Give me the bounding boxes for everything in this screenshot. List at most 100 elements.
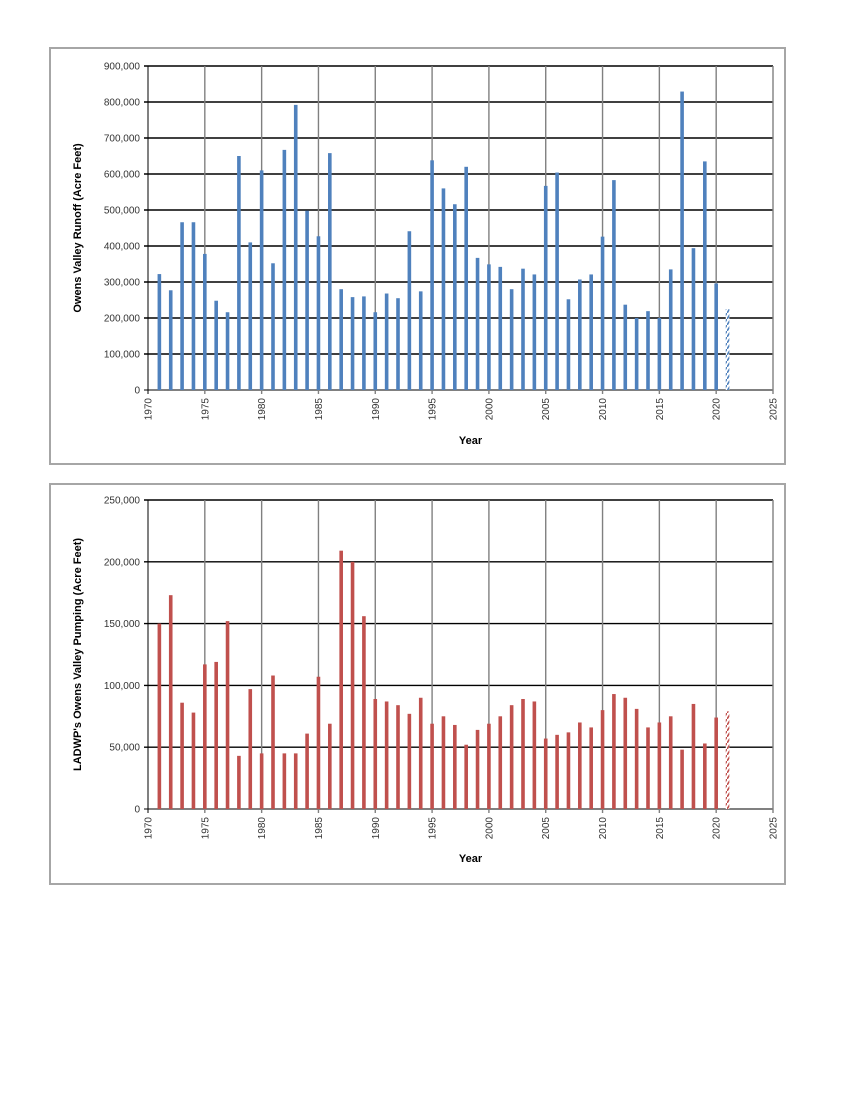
runoff-bar [600, 236, 605, 390]
runoff-bar [589, 274, 593, 390]
pumping-bar [396, 705, 400, 809]
pumping-bar [214, 661, 218, 809]
runoff-x-tick-label: 1980 [257, 398, 268, 421]
runoff-bar [248, 242, 253, 390]
runoff-x-tick-label: 2020 [712, 398, 723, 421]
runoff-bar [657, 318, 662, 390]
runoff-bar [373, 312, 378, 390]
pumping-bar [293, 753, 298, 809]
runoff-bar [634, 318, 639, 390]
runoff-bar [578, 279, 582, 390]
pumping-x-tick-label: 2005 [541, 817, 552, 840]
runoff-bar [305, 210, 309, 390]
runoff-bar [259, 170, 264, 390]
runoff-bar [509, 289, 514, 390]
pumping-bar [316, 676, 321, 809]
pumping-bar [418, 697, 423, 809]
pumping-bar [384, 701, 389, 809]
pumping-x-tick-label: 1990 [371, 817, 382, 840]
pumping-bar [714, 717, 718, 809]
runoff-bar [350, 297, 355, 390]
pumping-bar [248, 689, 253, 809]
runoff-bar [339, 289, 343, 390]
runoff-bar [543, 185, 548, 390]
pumping-bar [646, 727, 650, 809]
pumping-x-axis-title: Year [459, 853, 483, 865]
pumping-bar [657, 722, 662, 809]
pumping-bars [157, 550, 730, 809]
runoff-bar [282, 149, 287, 390]
runoff-y-tick-label: 400,000 [104, 242, 141, 253]
runoff-x-axis-title: Year [459, 435, 483, 447]
pumping-projected-bar [725, 711, 730, 809]
pumping-bar [225, 621, 230, 809]
runoff-y-tick-label: 600,000 [104, 170, 141, 181]
pumping-y-tick-label: 0 [134, 805, 140, 816]
runoff-bar [407, 231, 412, 390]
runoff-y-tick-label: 0 [134, 386, 140, 397]
runoff-bar [498, 266, 503, 390]
runoff-tick-labels: 0 100,000 200,000 300,000 400,000 500,000 600,… [104, 62, 780, 421]
runoff-y-tick-label: 200,000 [104, 314, 141, 325]
runoff-bar [237, 156, 241, 390]
runoff-bar [180, 222, 184, 390]
runoff-bar [384, 293, 389, 390]
runoff-bar [453, 204, 457, 390]
pumping-x-tick-label: 1980 [257, 817, 268, 840]
pumping-y-axis-title: LADWP's Owens Valley Pumping (Acre Feet) [72, 538, 84, 771]
runoff-y-tick-label: 900,000 [104, 62, 141, 73]
runoff-bar [396, 298, 400, 390]
runoff-x-tick-label: 1975 [200, 398, 211, 421]
runoff-y-axis-title: Owens Valley Runoff (Acre Feet) [72, 143, 84, 313]
pumping-bar [305, 733, 309, 809]
pumping-bar [634, 708, 639, 809]
pumping-bar [237, 755, 241, 809]
pumping-bar [373, 698, 378, 809]
pumping-bar [555, 734, 559, 809]
pumping-bar [157, 623, 162, 809]
runoff-bar [157, 274, 162, 390]
runoff-bar [316, 236, 321, 390]
runoff-y-tick-label: 800,000 [104, 98, 141, 109]
pumping-bar [259, 753, 264, 809]
runoff-bar [532, 274, 537, 390]
runoff-bar [646, 311, 650, 390]
pumping-bar [612, 694, 616, 809]
pumping-y-tick-label: 150,000 [104, 619, 141, 630]
pumping-x-tick-label: 2000 [484, 817, 495, 840]
runoff-x-tick-label: 2010 [598, 398, 609, 421]
pumping-bar [441, 716, 446, 809]
pumping-bar [430, 723, 434, 809]
runoff-y-tick-label: 300,000 [104, 278, 141, 289]
pumping-bar [578, 722, 582, 809]
pumping-bar [487, 723, 491, 809]
pumping-tick-labels: 0 50,000 100,000 150,000 200,000 250,000 1970 1… [104, 496, 780, 840]
runoff-y-tick-label: 100,000 [104, 350, 141, 361]
pumping-bar [475, 729, 480, 809]
pumping-x-tick-label: 1985 [314, 817, 325, 840]
runoff-bar [612, 180, 616, 390]
pumping-chart: 0 50,000 100,000 150,000 200,000 250,000 1970 1… [72, 496, 780, 866]
pumping-bar [589, 727, 593, 809]
pumping-y-tick-label: 100,000 [104, 681, 141, 692]
pumping-x-tick-label: 2015 [655, 817, 666, 840]
runoff-bar [430, 160, 434, 390]
runoff-bar [203, 253, 207, 390]
pumping-bar [168, 595, 173, 809]
pumping-bar [328, 723, 332, 809]
runoff-x-tick-label: 2000 [484, 398, 495, 421]
runoff-x-tick-label: 2025 [769, 398, 780, 421]
runoff-x-tick-label: 1970 [144, 398, 155, 421]
runoff-bar [475, 257, 480, 390]
pumping-bar [521, 698, 525, 809]
pumping-y-tick-label: 250,000 [104, 496, 141, 507]
runoff-x-tick-label: 1990 [371, 398, 382, 421]
runoff-bar [168, 290, 173, 390]
pumping-bar [680, 749, 684, 809]
pumping-bar [668, 716, 673, 809]
pumping-x-tick-label: 1975 [200, 817, 211, 840]
pumping-bar [498, 716, 503, 809]
runoff-bar [555, 172, 559, 390]
pumping-bar [350, 561, 355, 809]
pumping-bar [691, 703, 696, 809]
